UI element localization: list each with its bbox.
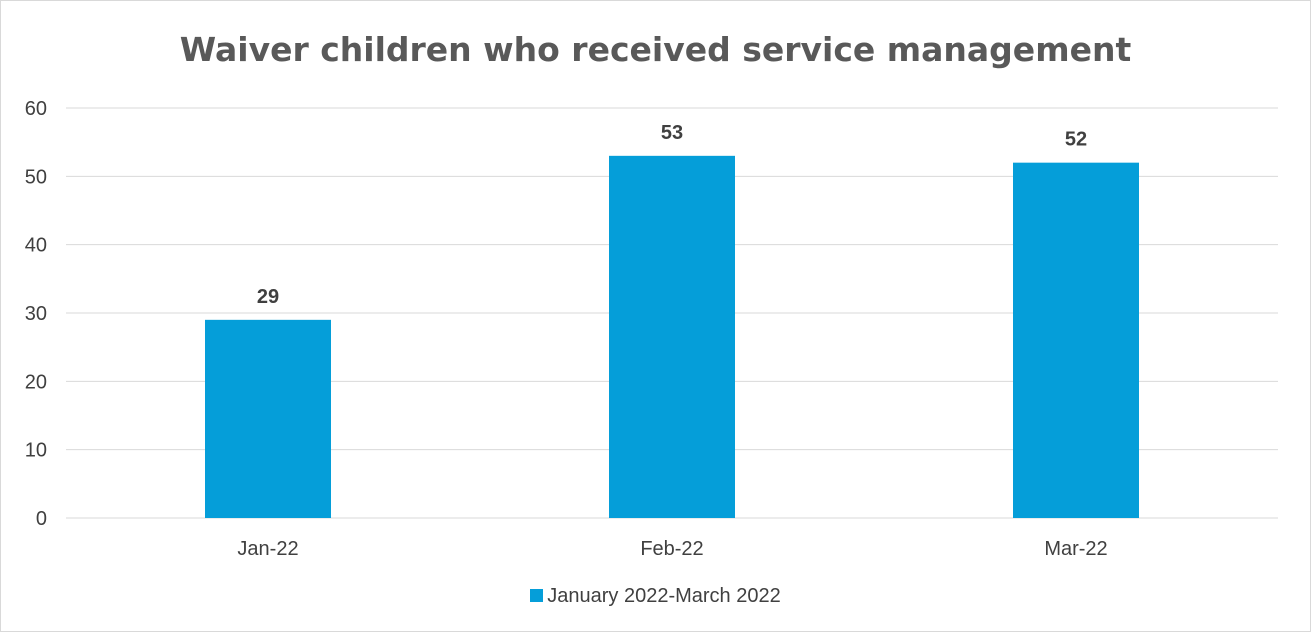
- chart-title: Waiver children who received service man…: [179, 30, 1132, 69]
- y-tick-label: 10: [25, 440, 47, 462]
- x-tick-label: Feb-22: [640, 538, 703, 560]
- legend-swatch: [530, 589, 544, 602]
- data-label: 29: [257, 286, 279, 308]
- bar-Feb-22: [609, 155, 735, 519]
- y-tick-label: 30: [25, 303, 47, 325]
- y-tick-label: 40: [25, 235, 47, 257]
- data-label: 52: [1065, 129, 1087, 151]
- bar-Jan-22: [205, 319, 331, 518]
- legend-label: January 2022-March 2022: [547, 585, 781, 607]
- y-tick-label: 0: [36, 508, 47, 530]
- legend: January 2022-March 2022: [0, 585, 1311, 608]
- data-label: 53: [661, 122, 683, 144]
- y-tick-label: 20: [25, 371, 47, 393]
- x-tick-label: Jan-22: [237, 538, 298, 560]
- x-tick-label: Mar-22: [1044, 538, 1107, 560]
- y-tick-label: 50: [25, 166, 47, 188]
- y-tick-label: 60: [25, 98, 47, 120]
- bar-Mar-22: [1013, 162, 1139, 518]
